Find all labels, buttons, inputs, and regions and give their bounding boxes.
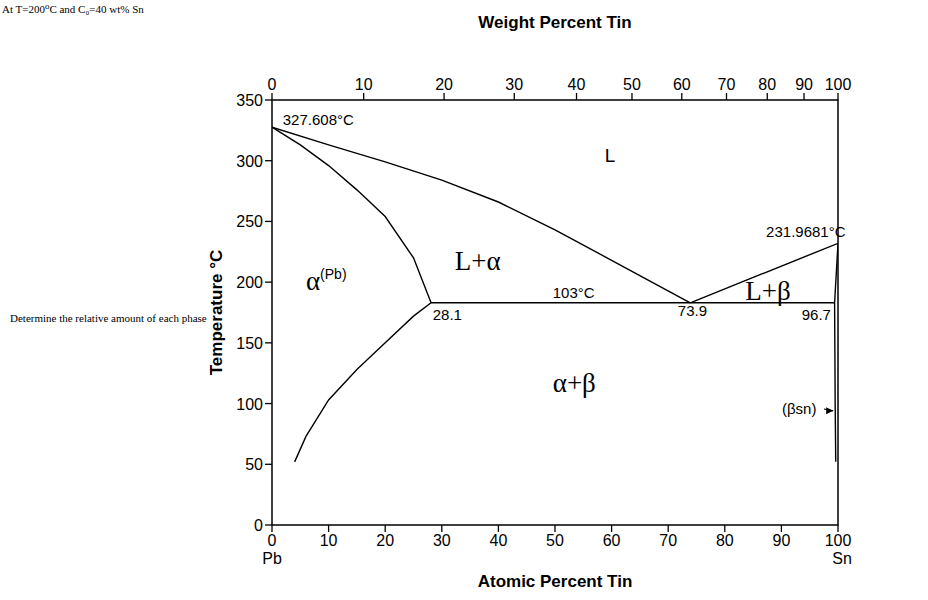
x2-axis-title: Weight Percent Tin <box>478 13 631 32</box>
x2-tick <box>631 93 632 100</box>
x2-tick <box>767 93 768 100</box>
region-label: L <box>605 145 616 166</box>
plot-frame <box>272 100 838 525</box>
y-tick-label: 200 <box>236 274 263 291</box>
x2-tick <box>271 93 272 100</box>
x-tick <box>781 525 782 532</box>
x2-tick <box>514 93 515 100</box>
y-tick-label: 150 <box>236 335 263 352</box>
x-tick <box>271 525 272 532</box>
x2-tick-label: 40 <box>568 76 586 93</box>
region-label: α+β <box>553 368 596 398</box>
phase-boundary <box>295 303 431 462</box>
x-tick <box>498 525 499 532</box>
x-tick <box>554 525 555 532</box>
y-axis-title: Temperature °C <box>207 250 226 376</box>
x-tick-label: 100 <box>825 532 852 549</box>
x2-tick-label: 100 <box>825 76 852 93</box>
annotation: 103°C <box>553 284 595 301</box>
annotation: 73.9 <box>678 302 707 319</box>
x2-tick-label: 90 <box>795 76 813 93</box>
x-tick <box>668 525 669 532</box>
x2-tick-label: 0 <box>268 76 277 93</box>
y-tick-label: 100 <box>236 396 263 413</box>
x-tick <box>441 525 442 532</box>
y-tick-label: 0 <box>254 517 263 534</box>
x2-tick-label: 50 <box>623 76 641 93</box>
y-tick <box>265 99 272 100</box>
x-tick-label: 70 <box>659 532 677 549</box>
y-tick <box>265 524 272 525</box>
y-tick <box>265 403 272 404</box>
annotation: 28.1 <box>433 306 462 323</box>
x2-tick-label: 80 <box>758 76 776 93</box>
annotation: 231.9681°C <box>766 223 846 240</box>
x2-tick <box>576 93 577 100</box>
question: Determine the relative amount of each ph… <box>10 312 207 324</box>
x-tick-label: 80 <box>716 532 734 549</box>
annotation: (βsn) <box>782 400 816 417</box>
y-tick-label: 50 <box>245 456 263 473</box>
element-label: Pb <box>262 550 282 567</box>
y-tick-label: 350 <box>236 92 263 109</box>
x-tick-label: 10 <box>320 532 338 549</box>
region-label: α(Pb) <box>306 266 347 296</box>
x2-tick <box>803 93 804 100</box>
x-tick-label: 90 <box>773 532 791 549</box>
x2-tick <box>443 93 444 100</box>
x-tick-label: 0 <box>268 532 277 549</box>
region-label: L+α <box>455 246 501 276</box>
x-tick-label: 30 <box>433 532 451 549</box>
x2-tick-label: 70 <box>718 76 736 93</box>
phase-boundary <box>835 243 838 462</box>
x2-tick-label: 60 <box>673 76 691 93</box>
arrow-head <box>826 407 833 414</box>
annotation: 96.7 <box>802 306 831 323</box>
region-label-sup: (Pb) <box>320 266 346 282</box>
phase-boundary <box>272 127 431 303</box>
x2-tick-label: 30 <box>505 76 523 93</box>
y-tick <box>265 281 272 282</box>
x-tick-label: 60 <box>603 532 621 549</box>
title: At T=200⁰C and C₀=40 wt% Sn <box>2 3 144 15</box>
y-tick <box>265 160 272 161</box>
x-tick <box>611 525 612 532</box>
x-tick-label: 40 <box>490 532 508 549</box>
y-tick <box>265 342 272 343</box>
x-tick-label: 20 <box>376 532 394 549</box>
x-tick <box>724 525 725 532</box>
y-tick <box>265 464 272 465</box>
y-tick <box>265 221 272 222</box>
region-label: L+β <box>745 276 790 306</box>
y-tick-label: 250 <box>236 213 263 230</box>
x2-tick <box>363 93 364 100</box>
x2-tick <box>681 93 682 100</box>
y-tick-label: 300 <box>236 153 263 170</box>
x-axis-title: Atomic Percent Tin <box>478 572 633 591</box>
x2-tick <box>726 93 727 100</box>
phase-boundary <box>272 127 690 303</box>
x2-tick <box>837 93 838 100</box>
element-label: Sn <box>832 550 852 567</box>
x-tick <box>328 525 329 532</box>
x2-tick-label: 20 <box>435 76 453 93</box>
phase-boundaries <box>272 127 838 462</box>
x-tick <box>385 525 386 532</box>
x-tick <box>837 525 838 532</box>
annotation: 327.608°C <box>283 111 354 128</box>
x-tick-label: 50 <box>546 532 564 549</box>
x2-tick-label: 10 <box>355 76 373 93</box>
phase-diagram: At T=200⁰C and C₀=40 wt% Sn Determine the… <box>0 0 928 600</box>
